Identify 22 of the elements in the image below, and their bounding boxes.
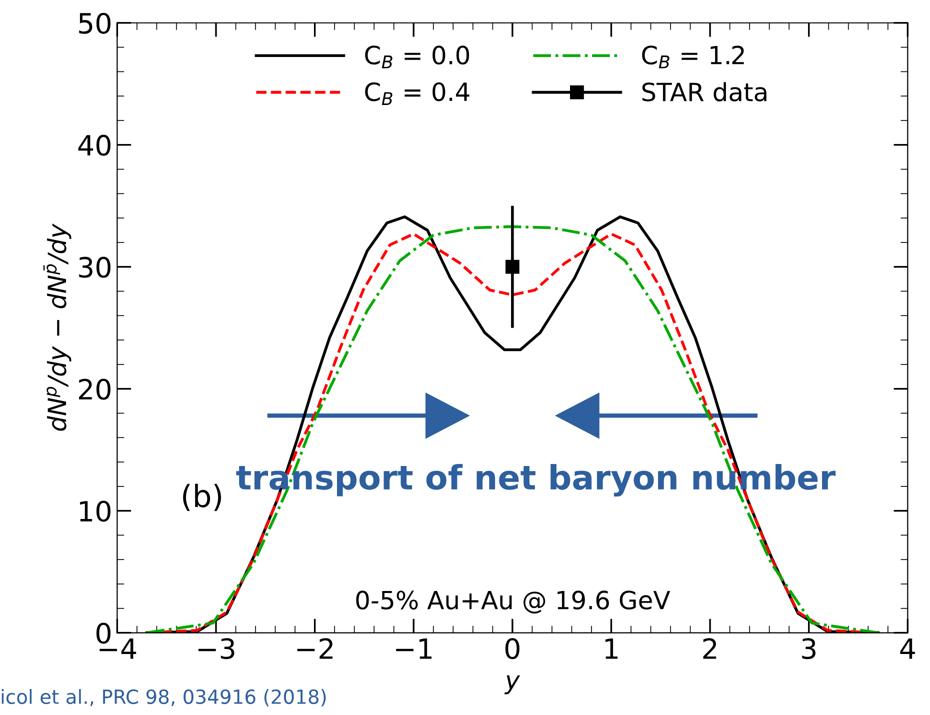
x-tick-label: 3	[802, 638, 816, 660]
annotation: (b)	[183, 484, 222, 512]
x-tick-label: −1	[396, 638, 432, 659]
x-tick-label: −2	[297, 638, 332, 659]
x-tick-label: 4	[900, 638, 915, 659]
annotation: 0-5% Au+Au @ 19.6 GeV	[356, 590, 670, 614]
y-tick-label: 20	[79, 378, 110, 400]
x-axis-title: y	[504, 675, 520, 694]
y-tick-label: 10	[80, 500, 110, 522]
legend-label: C$_{B}$ = 1.2	[642, 46, 744, 68]
x-tick-label: 2	[703, 638, 716, 659]
y-axis-title: dN$^{p}$/dy − dN$^{p̄}$/dy	[43, 223, 72, 431]
legend-label: C$_{B}$ = 0.4	[365, 82, 470, 105]
x-tick-label: 0	[505, 638, 520, 660]
text: icol et al., PRC 98, 034916 (2018)	[2, 689, 326, 706]
y-tick-label: 50	[79, 12, 110, 34]
legend-label: C$_{B}$ = 0.0	[365, 46, 470, 68]
y-tick-label: 40	[78, 134, 110, 156]
x-tick-label: −3	[198, 638, 234, 660]
x-tick-label: 1	[605, 638, 618, 659]
y-tick-label: 30	[79, 256, 110, 278]
legend-label: STAR data	[642, 82, 766, 102]
